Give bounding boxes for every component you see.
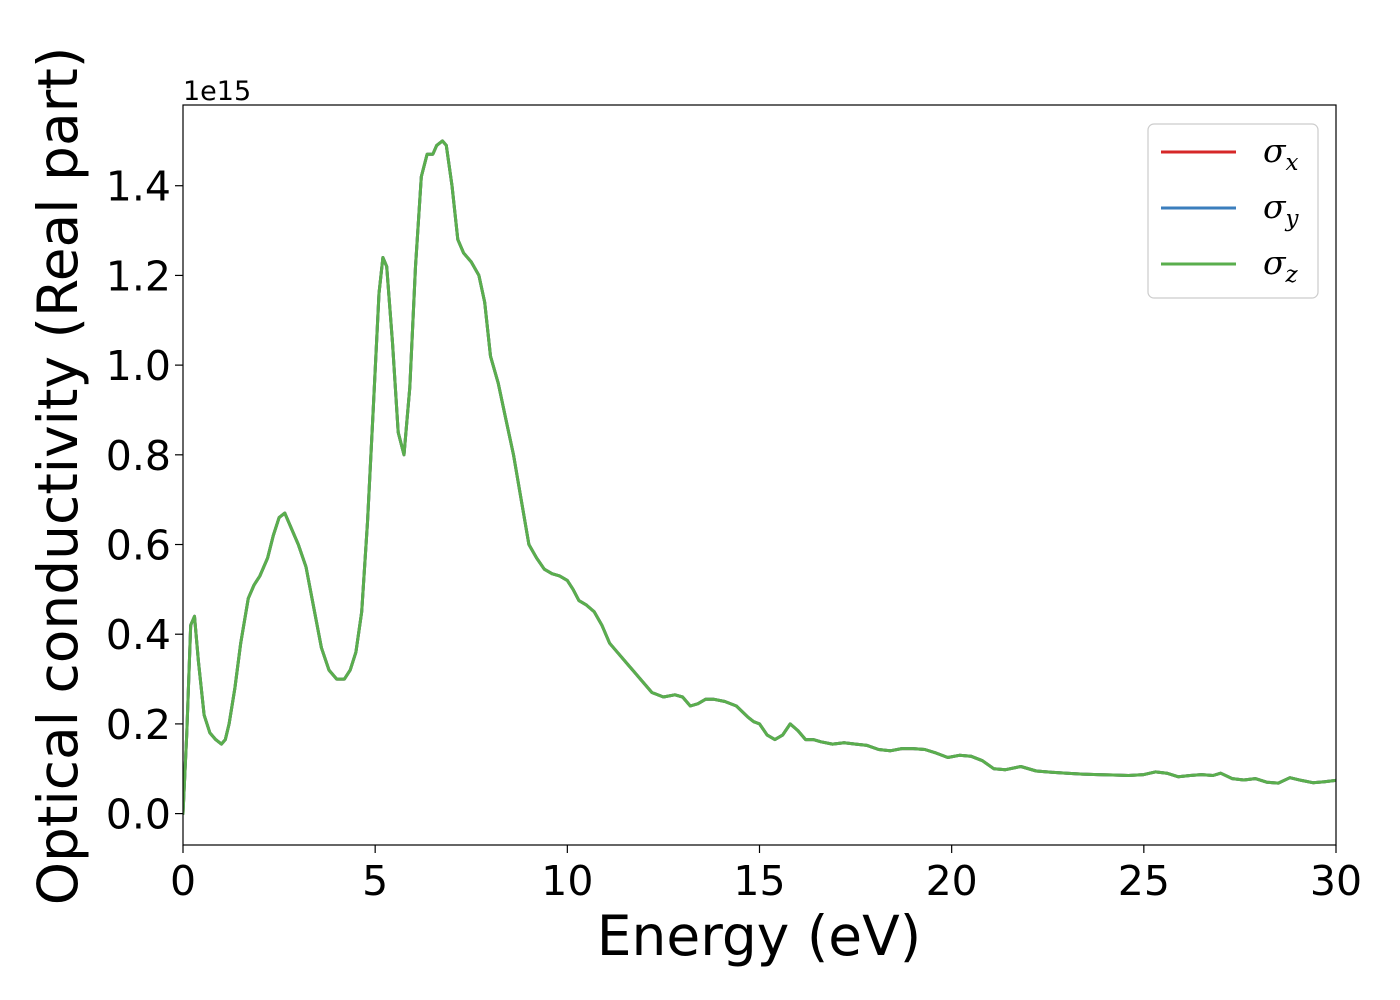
x-tick-label: 5 [362, 857, 388, 905]
x-tick-label: 25 [1118, 857, 1170, 905]
y-tick-label: 0.6 [106, 522, 171, 570]
series-line-z [183, 139, 1336, 816]
x-tick-label: 30 [1310, 857, 1362, 905]
y-tick-label: 0.0 [106, 791, 171, 839]
x-tick-label: 10 [541, 857, 593, 905]
y-offset-text: 1e15 [183, 76, 251, 107]
y-tick-label: 0.2 [106, 701, 171, 749]
y-tick-label: 0.4 [106, 611, 171, 659]
y-tick-label: 1.0 [106, 342, 171, 390]
legend-label-y: σy [1263, 187, 1300, 232]
x-tick-label: 0 [170, 857, 196, 905]
legend-label-z: σz [1263, 243, 1299, 288]
plot-area [183, 105, 1336, 845]
series-layer [183, 139, 1336, 816]
legend: σx σy σz [1147, 123, 1319, 299]
y-tick-label: 1.2 [106, 252, 171, 300]
legend-box [1147, 123, 1319, 299]
legend-label-x: σx [1263, 131, 1299, 176]
x-tick-label: 15 [733, 857, 785, 905]
plot-background [183, 105, 1336, 845]
y-tick-label: 1.4 [106, 163, 171, 211]
axes-layer: 0 5 10 15 20 25 30 0.0 0.2 0.4 0.6 0.8 1.0 1.2 1.4 [106, 104, 1362, 905]
y-axis-label: Optical conductivity (Real part) [26, 47, 90, 906]
y-tick-label: 0.8 [106, 432, 171, 480]
x-axis-label: Energy (eV) [597, 904, 921, 968]
x-tick-label: 20 [926, 857, 978, 905]
